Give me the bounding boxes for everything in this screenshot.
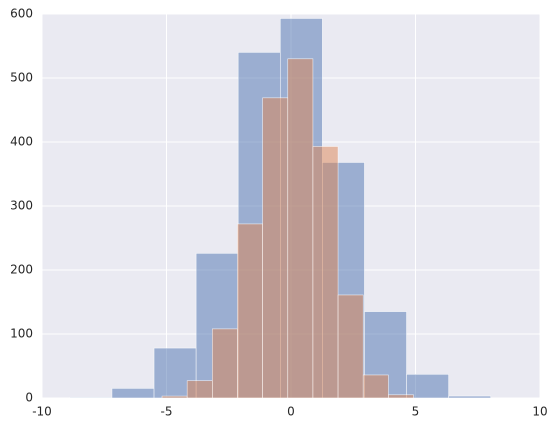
histogram-bar [337, 294, 364, 399]
y-tick-label: 400 [10, 135, 33, 149]
histogram-bar [161, 395, 188, 399]
x-tick-label: 10 [532, 405, 547, 419]
histogram-bar [406, 374, 449, 399]
x-tick-label: -5 [161, 405, 173, 419]
y-tick-label: 100 [10, 327, 33, 341]
histogram-bar [262, 97, 289, 399]
histogram-bar [388, 394, 414, 399]
x-tick-label: -10 [32, 405, 52, 419]
histogram-bar [362, 374, 389, 399]
y-tick-label: 200 [10, 263, 33, 277]
x-tick-label: 0 [287, 405, 295, 419]
y-tick-label: 500 [10, 71, 33, 85]
histogram-bar [237, 223, 263, 399]
y-tick-label: 300 [10, 199, 33, 213]
histogram-bar [111, 388, 155, 399]
histogram-bar [212, 328, 238, 399]
y-tick-label: 600 [10, 7, 33, 21]
histogram-bar [287, 58, 314, 399]
histogram-bar [448, 395, 491, 399]
x-tick-label: 5 [412, 405, 420, 419]
histogram-bar [186, 380, 213, 399]
y-tick-label: 0 [25, 391, 33, 405]
histogram-bar [69, 397, 113, 399]
histogram-bar [312, 146, 339, 399]
